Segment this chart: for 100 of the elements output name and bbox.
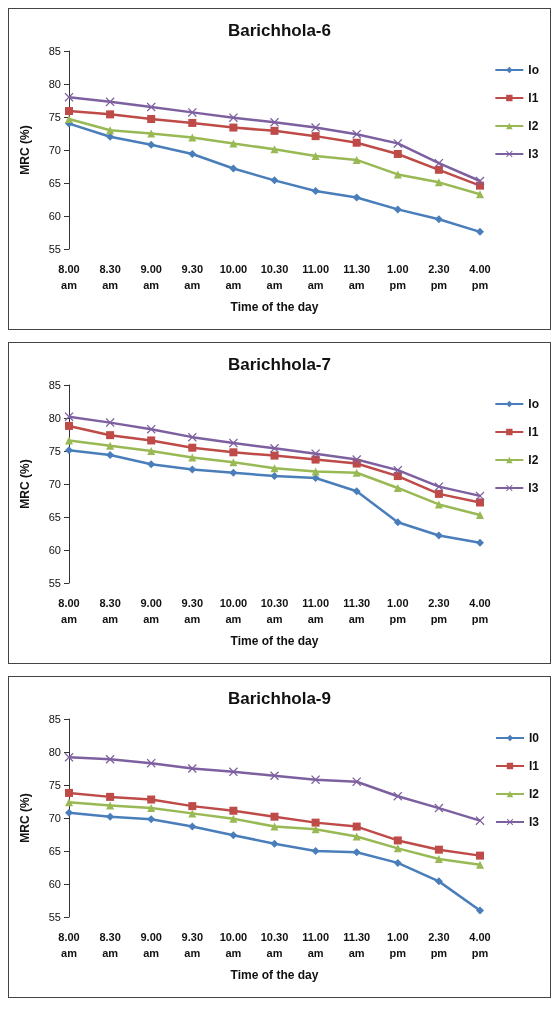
legend-label: I2 [528,119,539,133]
point [106,110,115,119]
point [229,814,238,823]
legend-label: I3 [528,481,539,495]
point [147,114,156,123]
point [352,193,361,202]
y-tick-label: 80 [48,412,61,424]
x-tick-label: 9.00 am [140,597,162,625]
x-tick-label: 11.00 am [302,597,330,625]
point [352,487,361,496]
y-tick-label: 85 [48,713,61,725]
point [64,92,74,102]
point [270,812,279,821]
point [393,836,402,845]
y-tick-label: 60 [48,544,61,556]
point [147,815,156,824]
x-tick-label: 10.00 am [219,931,248,959]
x-axis-title: Time of the day [230,634,319,648]
point [106,812,115,821]
point [229,831,238,840]
y-tick-label: 80 [48,746,61,758]
x-tick-label: 10.30 am [260,931,289,959]
point [229,458,238,467]
point [106,441,115,450]
y-tick-label: 80 [48,78,61,90]
point [65,446,73,455]
legend-label: I2 [528,453,539,467]
point [229,806,238,815]
y-tick-label: 70 [48,144,61,156]
point [270,464,279,473]
x-tick-label: 10.30 am [260,597,289,625]
point [393,138,403,148]
point [229,468,238,477]
point [311,455,320,464]
point [147,129,156,138]
y-tick-label: 65 [48,845,61,857]
point [434,489,443,498]
y-axis-title: MRC (%) [18,125,32,175]
point [228,438,238,448]
point [352,138,361,147]
point [476,538,484,547]
y-tick-label: 55 [48,577,61,589]
point [393,858,402,867]
point [105,418,115,428]
point [311,818,320,827]
point [434,845,443,854]
x-tick-label: 10.30 am [260,263,289,291]
point [270,771,279,781]
y-axis-title: MRC (%) [18,459,32,509]
x-tick-label: 8.30 am [99,931,121,959]
point [188,443,197,452]
point [229,448,238,457]
x-tick-label: 1.00 pm [387,263,409,291]
point [188,118,197,127]
point [147,460,156,469]
point [393,483,402,492]
point [188,149,197,158]
point [147,795,156,804]
y-tick-label: 65 [48,177,61,189]
x-tick-label: 1.00 pm [387,597,409,625]
point [188,453,197,462]
y-tick-label: 55 [48,911,61,923]
x-axis-title: Time of the day [230,968,319,982]
point [106,126,115,135]
legend-label: Io [528,397,540,411]
y-tick-label: 70 [48,478,61,490]
point [65,421,73,430]
x-tick-label: 4.00 pm [469,597,491,625]
x-tick-label: 4.00 pm [469,931,491,959]
point [311,775,321,785]
point [270,145,279,154]
point [229,123,238,132]
point [65,798,73,807]
point [352,155,361,164]
point [188,802,197,811]
y-tick-label: 65 [48,511,61,523]
point [352,455,362,465]
point [476,860,484,869]
x-tick-label: 9.00 am [140,263,162,291]
point [475,491,485,501]
x-tick-label: 9.30 am [181,597,204,625]
point [270,117,279,127]
y-tick-label: 60 [48,210,61,222]
legend-label: Io [528,63,540,77]
point [146,102,156,112]
y-tick-label: 85 [48,379,61,391]
legend-label: I0 [528,731,540,745]
point [187,432,197,442]
point [270,176,279,185]
point [476,190,484,199]
point [352,822,361,831]
x-tick-label: 10.00 am [219,263,248,291]
y-tick-label: 60 [48,878,61,890]
point [393,149,402,158]
x-tick-label: 8.30 am [99,263,121,291]
point [147,436,156,445]
point [188,465,197,474]
x-tick-label: 11.00 am [302,931,330,959]
x-tick-label: 10.00 am [219,597,248,625]
point [476,511,484,520]
